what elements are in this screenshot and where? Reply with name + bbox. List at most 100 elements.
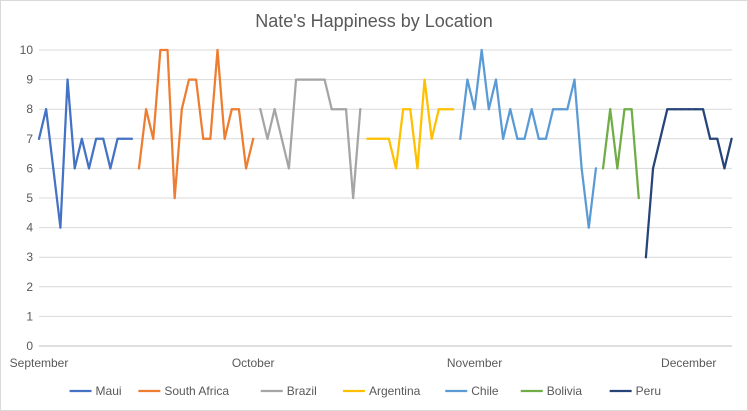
chart-title: Nate's Happiness by Location <box>255 11 493 31</box>
data-point <box>459 137 462 140</box>
y-tick-label: 8 <box>26 102 33 116</box>
data-point <box>594 167 598 170</box>
data-point <box>59 226 62 229</box>
x-tick-label: November <box>447 356 502 370</box>
data-point <box>716 137 719 140</box>
y-tick-label: 1 <box>26 309 33 323</box>
y-tick-label: 9 <box>26 73 33 87</box>
legend-label-argentina: Argentina <box>369 384 421 398</box>
data-point <box>194 78 198 81</box>
data-point <box>159 48 162 52</box>
data-point <box>323 78 326 81</box>
data-point <box>437 108 440 111</box>
data-point <box>487 108 490 111</box>
data-point <box>209 137 212 140</box>
data-point <box>516 137 519 140</box>
data-point <box>709 137 712 140</box>
data-point <box>116 137 119 140</box>
data-point <box>530 108 533 111</box>
data-point <box>337 108 340 111</box>
y-tick-label: 7 <box>26 132 33 146</box>
data-point <box>701 108 705 111</box>
data-point <box>152 137 155 140</box>
data-point <box>187 78 191 81</box>
legend-label-brazil: Brazil <box>287 384 317 398</box>
data-point <box>551 108 555 111</box>
data-point <box>723 167 726 170</box>
data-point <box>294 78 298 81</box>
data-point <box>387 137 390 140</box>
legend-label-south-africa: South Africa <box>164 384 229 398</box>
data-point <box>87 167 91 170</box>
axes: 0 1 2 3 4 5 6 7 8 9 10 September October November Dece… <box>10 43 732 370</box>
data-point <box>651 167 655 170</box>
data-point <box>45 108 48 111</box>
data-point <box>573 78 576 81</box>
data-point <box>302 78 305 81</box>
data-point <box>559 108 562 111</box>
data-point <box>473 108 476 111</box>
data-point <box>180 108 183 111</box>
data-point <box>137 167 141 170</box>
data-point <box>230 108 233 111</box>
data-point <box>452 108 455 111</box>
legend-label-bolivia: Bolivia <box>547 384 583 398</box>
data-point <box>273 108 276 111</box>
data-point <box>266 137 269 140</box>
data-point <box>309 78 312 81</box>
x-tick-label: September <box>10 356 69 370</box>
data-point <box>130 137 133 140</box>
data-point <box>430 137 433 140</box>
x-tick-label: October <box>232 356 275 370</box>
data-point <box>523 137 526 140</box>
series-line-maui <box>37 78 133 229</box>
data-point <box>623 108 626 111</box>
data-point <box>423 78 426 81</box>
legend-label-maui: Maui <box>96 384 122 398</box>
data-point <box>359 108 362 111</box>
data-point <box>694 108 697 111</box>
data-point <box>687 108 690 111</box>
legend: Maui South Africa Brazil Argentina Chile Boli… <box>69 384 661 398</box>
data-point <box>394 167 398 170</box>
data-point <box>166 48 169 52</box>
data-point <box>80 137 83 140</box>
x-tick-label: December <box>661 356 716 370</box>
y-tick-label: 3 <box>26 250 33 264</box>
data-point <box>659 137 662 140</box>
data-point <box>280 137 283 140</box>
series-line-chile <box>459 48 598 229</box>
data-point <box>366 137 369 140</box>
series-line-bolivia <box>601 108 640 200</box>
data-point <box>316 78 319 81</box>
data-point <box>145 108 148 111</box>
data-point <box>66 78 69 81</box>
data-point <box>373 137 376 140</box>
data-point <box>587 226 590 229</box>
data-point <box>730 137 733 140</box>
data-point <box>630 108 633 111</box>
data-point <box>637 196 640 200</box>
y-tick-label: 4 <box>26 221 33 235</box>
data-point <box>344 108 348 111</box>
data-point <box>287 167 290 170</box>
data-point <box>666 108 669 111</box>
data-point <box>480 48 483 52</box>
data-point <box>52 167 55 170</box>
data-point <box>601 167 605 170</box>
data-point <box>330 108 333 111</box>
series-line-argentina <box>366 78 455 170</box>
series-line-south-africa <box>137 48 255 200</box>
data-point <box>380 137 383 140</box>
data-point <box>123 137 126 140</box>
data-point <box>544 137 548 140</box>
legend-label-chile: Chile <box>471 384 499 398</box>
data-point <box>216 48 219 52</box>
legend-label-peru: Peru <box>636 384 661 398</box>
data-point <box>259 108 262 111</box>
y-tick-label: 6 <box>26 161 33 175</box>
data-point <box>537 137 540 140</box>
data-point <box>580 167 583 170</box>
